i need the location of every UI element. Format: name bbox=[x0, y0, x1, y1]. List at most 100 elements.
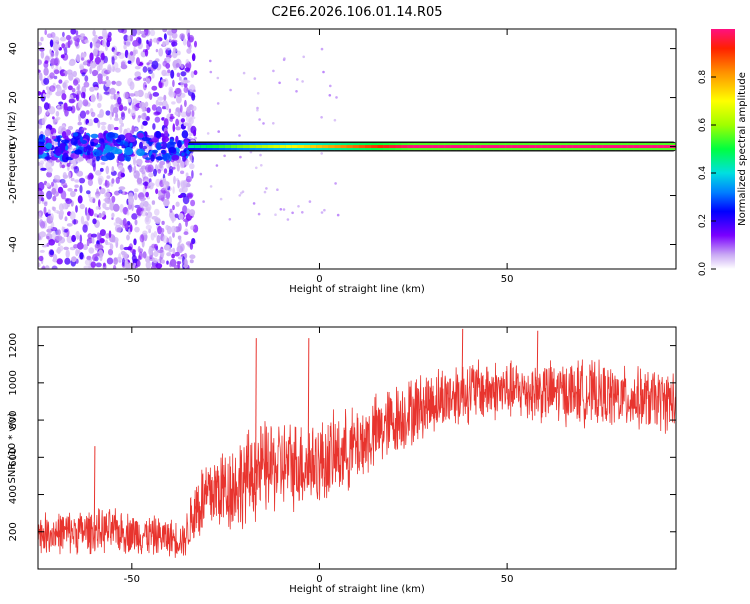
noise-speckle bbox=[149, 181, 153, 186]
noise-speckle bbox=[171, 32, 178, 39]
noise-speckle bbox=[111, 80, 116, 85]
noise-speckle bbox=[43, 206, 47, 215]
noise-speckle bbox=[240, 191, 243, 195]
noise-speckle bbox=[176, 163, 180, 172]
noise-speckle bbox=[84, 207, 88, 216]
noise-speckle bbox=[174, 213, 179, 218]
noise-speckle bbox=[178, 76, 182, 81]
noise-speckle bbox=[96, 232, 100, 241]
noise-speckle bbox=[73, 218, 77, 225]
noise-speckle bbox=[61, 43, 66, 49]
noise-speckle bbox=[194, 136, 197, 140]
noise-speckle bbox=[172, 47, 177, 54]
noise-speckle bbox=[162, 106, 167, 110]
noise-speckle bbox=[68, 98, 76, 104]
noise-speckle bbox=[209, 70, 213, 74]
signal-line-core bbox=[322, 145, 329, 149]
noise-speckle bbox=[146, 107, 151, 113]
noise-speckle bbox=[63, 246, 69, 250]
noise-speckle bbox=[127, 60, 132, 64]
noise-speckle bbox=[129, 34, 133, 42]
noise-speckle bbox=[63, 184, 68, 189]
signal-line-core bbox=[328, 145, 335, 149]
noise-speckle bbox=[145, 191, 150, 198]
signal-line-core bbox=[407, 145, 415, 149]
noise-speckle bbox=[67, 125, 74, 131]
noise-speckle bbox=[320, 211, 324, 214]
noise-speckle bbox=[154, 208, 160, 216]
noise-speckle bbox=[136, 177, 143, 185]
low-frequency-blob bbox=[125, 154, 131, 162]
noise-speckle bbox=[63, 232, 67, 237]
noise-speckle bbox=[128, 196, 134, 205]
noise-speckle bbox=[279, 208, 283, 211]
low-frequency-blob bbox=[95, 149, 103, 157]
noise-speckle bbox=[54, 118, 59, 123]
noise-speckle bbox=[177, 242, 181, 249]
colorbar-tick-label: 0.2 bbox=[698, 214, 708, 228]
noise-speckle bbox=[52, 254, 58, 263]
noise-speckle bbox=[168, 91, 176, 98]
noise-speckle bbox=[52, 36, 60, 43]
signal-line-core bbox=[566, 145, 573, 149]
low-frequency-blob bbox=[70, 137, 78, 146]
low-frequency-blob bbox=[44, 156, 52, 161]
noise-speckle bbox=[86, 212, 90, 221]
noise-speckle bbox=[189, 254, 196, 259]
noise-speckle bbox=[162, 235, 168, 243]
noise-speckle bbox=[102, 39, 106, 47]
noise-speckle bbox=[97, 73, 103, 80]
noise-speckle bbox=[92, 198, 96, 204]
noise-speckle bbox=[81, 127, 87, 131]
noise-speckle bbox=[168, 108, 172, 114]
noise-speckle bbox=[149, 93, 153, 100]
noise-speckle bbox=[180, 79, 185, 88]
noise-speckle bbox=[99, 229, 106, 237]
noise-speckle bbox=[90, 61, 93, 71]
noise-speckle bbox=[43, 102, 50, 110]
noise-speckle bbox=[73, 79, 79, 86]
signal-line-core bbox=[572, 145, 579, 149]
noise-speckle bbox=[272, 122, 275, 125]
noise-speckle bbox=[172, 247, 175, 253]
noise-speckle bbox=[99, 109, 104, 118]
noise-speckle bbox=[155, 263, 163, 269]
low-frequency-blob bbox=[117, 134, 126, 141]
noise-speckle bbox=[39, 219, 44, 227]
noise-speckle bbox=[107, 248, 114, 256]
noise-speckle bbox=[96, 65, 101, 72]
noise-speckle bbox=[95, 253, 100, 257]
low-frequency-blob bbox=[141, 137, 151, 142]
noise-speckle bbox=[153, 231, 158, 238]
noise-speckle bbox=[193, 70, 198, 76]
snr-ticks: -50 0 50 200 400 600 800 1000 1200 bbox=[8, 327, 676, 585]
noise-speckle bbox=[276, 188, 279, 191]
noise-speckle bbox=[189, 152, 193, 162]
noise-speckle bbox=[180, 118, 185, 123]
noise-speckle bbox=[40, 167, 47, 171]
signal-line-core bbox=[340, 145, 348, 149]
noise-speckle bbox=[77, 195, 83, 204]
signal-line-core bbox=[499, 145, 506, 149]
noise-speckle bbox=[47, 209, 51, 215]
noise-speckle bbox=[133, 188, 139, 193]
noise-speckle bbox=[165, 190, 171, 200]
noise-speckle bbox=[136, 260, 141, 267]
signal-line-core bbox=[444, 145, 451, 149]
noise-speckle bbox=[79, 65, 84, 70]
noise-speckle bbox=[65, 34, 72, 41]
noise-speckle bbox=[141, 112, 147, 120]
noise-speckle bbox=[53, 69, 60, 75]
noise-speckle bbox=[131, 102, 135, 110]
low-frequency-blob bbox=[186, 149, 190, 154]
noise-speckle bbox=[78, 156, 84, 162]
low-frequency-blob bbox=[79, 136, 84, 142]
noise-speckle bbox=[82, 244, 88, 251]
noise-speckle bbox=[95, 206, 99, 210]
noise-speckle bbox=[39, 47, 45, 52]
noise-speckle bbox=[185, 63, 190, 68]
noise-speckle bbox=[157, 168, 162, 174]
noise-speckle bbox=[153, 37, 158, 43]
noise-speckle bbox=[334, 182, 337, 185]
noise-speckle bbox=[71, 234, 76, 243]
